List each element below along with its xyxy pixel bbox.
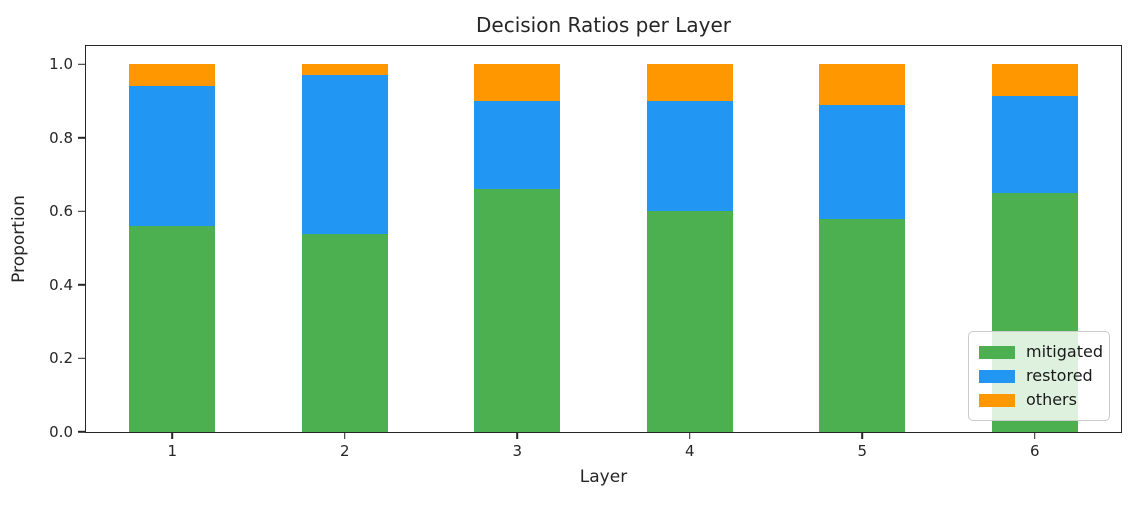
y-tick-mark — [78, 357, 86, 360]
y-tick-mark — [78, 63, 86, 66]
y-tick-mark — [78, 431, 86, 433]
plot-area: 0.0 0.2 0.4 0.6 0.8 1.0 1 2 3 4 5 6 mitigated restor… — [49, 45, 1122, 460]
x-tick-label: 4 — [684, 442, 695, 460]
x-tick-label: 1 — [167, 442, 178, 460]
legend-label-others: others — [1026, 390, 1077, 409]
bar-segment-layer2-restored — [301, 75, 388, 234]
bar-segment-layer5-mitigated — [819, 218, 906, 432]
bar-segment-layer5-others — [819, 64, 906, 105]
x-tick-mark — [516, 432, 519, 439]
bar-segment-layer3-others — [474, 64, 561, 102]
x-tick-mark — [1033, 432, 1036, 439]
legend-entry-mitigated: mitigated — [979, 340, 1103, 364]
chart-title: Decision Ratios per Layer — [476, 13, 731, 37]
bar-segment-layer6-others — [991, 64, 1078, 96]
legend-swatch-others — [979, 393, 1015, 407]
y-tick-label: 0.4 — [49, 275, 73, 294]
y-tick-label: 0.6 — [49, 202, 73, 221]
y-tick-label: 0.0 — [49, 423, 73, 441]
bar-segment-layer1-mitigated — [129, 226, 216, 432]
legend-entry-restored: restored — [979, 364, 1099, 388]
x-tick-mark — [343, 432, 346, 439]
legend-swatch-mitigated — [979, 345, 1015, 359]
x-tick-label: 5 — [857, 442, 868, 460]
y-tick-label: 0.2 — [49, 349, 73, 368]
bar-segment-layer1-restored — [129, 86, 216, 227]
bar-segment-layer4-restored — [646, 101, 733, 212]
bar-segment-layer4-mitigated — [646, 211, 733, 432]
legend: mitigated restored others — [968, 331, 1110, 421]
x-tick-mark — [171, 432, 174, 439]
bar-segment-layer3-restored — [474, 101, 561, 190]
x-tick-label: 3 — [512, 442, 523, 460]
x-axis-label: Layer — [579, 467, 628, 487]
legend-label-restored: restored — [1026, 366, 1093, 385]
x-tick-label: 6 — [1029, 442, 1040, 460]
bar-segment-layer3-mitigated — [474, 189, 561, 432]
bar-segment-layer6-restored — [991, 95, 1078, 194]
legend-label-mitigated: mitigated — [1026, 342, 1103, 361]
bar-segment-layer2-others — [301, 64, 388, 76]
x-tick-label: 2 — [339, 442, 350, 460]
bar-segment-layer5-restored — [819, 104, 906, 219]
bar-segment-layer1-others — [129, 64, 216, 87]
y-tick-mark — [78, 284, 86, 286]
legend-swatch-restored — [979, 369, 1015, 383]
y-tick-mark — [78, 137, 86, 139]
x-tick-mark — [688, 432, 691, 439]
y-tick-mark — [78, 210, 86, 213]
x-tick-mark — [861, 432, 864, 439]
plot-inner: 0.0 0.2 0.4 0.6 0.8 1.0 1 2 3 4 5 6 — [49, 46, 1121, 460]
y-axis-label: Proportion — [9, 195, 29, 283]
legend-entry-others: others — [979, 388, 1099, 412]
bar-segment-layer2-mitigated — [301, 233, 388, 432]
y-tick-label: 0.8 — [49, 128, 73, 147]
bar-segment-layer4-others — [646, 64, 733, 102]
y-tick-label: 1.0 — [49, 55, 73, 74]
